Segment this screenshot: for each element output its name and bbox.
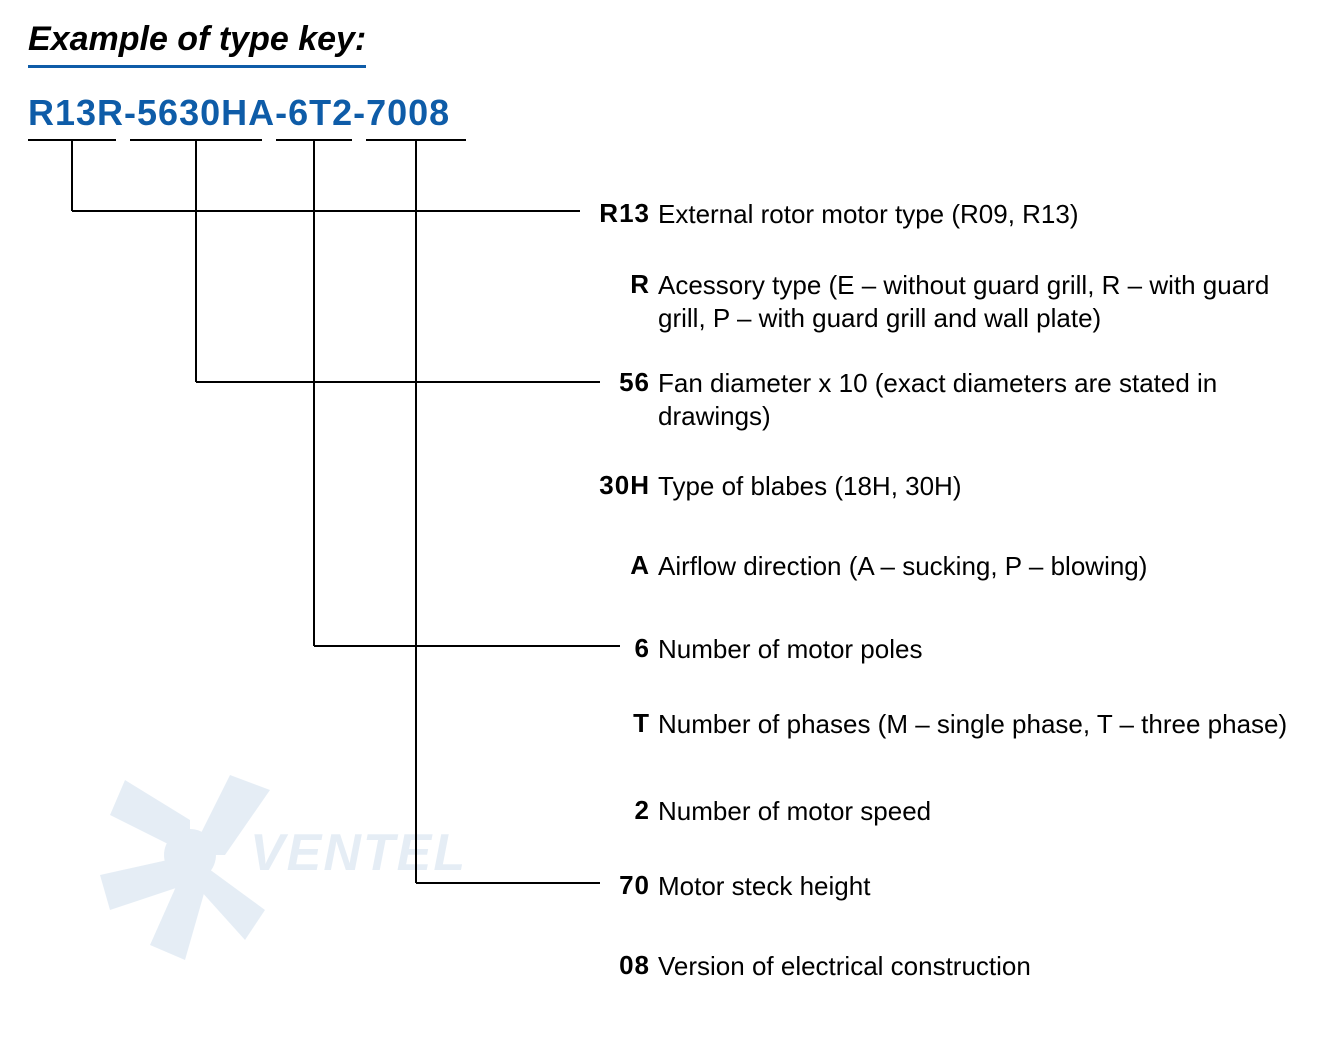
key-desc: Number of motor poles	[658, 633, 922, 666]
key-label: A	[588, 550, 650, 581]
key-label: 56	[588, 367, 650, 398]
key-desc: Motor steck height	[658, 870, 870, 903]
key-desc: External rotor motor type (R09, R13)	[658, 198, 1079, 231]
key-desc: Number of phases (M – single phase, T – …	[658, 708, 1287, 741]
key-desc: Version of electrical construction	[658, 950, 1031, 983]
key-desc: Airflow direction (A – sucking, P – blow…	[658, 550, 1147, 583]
key-label: R	[588, 269, 650, 300]
key-label: 08	[588, 950, 650, 981]
key-row-70: 70 Motor steck height	[588, 870, 870, 903]
key-row-6: 6 Number of motor poles	[588, 633, 922, 666]
key-label: 2	[588, 795, 650, 826]
key-row-2: 2 Number of motor speed	[588, 795, 931, 828]
key-row-a: A Airflow direction (A – sucking, P – bl…	[588, 550, 1147, 583]
key-label: 30H	[588, 470, 650, 501]
key-row-r: R Acessory type (E – without guard grill…	[588, 269, 1288, 334]
key-row-56: 56 Fan diameter x 10 (exact diameters ar…	[588, 367, 1288, 432]
key-label: T	[588, 708, 650, 739]
key-desc: Number of motor speed	[658, 795, 931, 828]
key-row-30h: 30H Type of blabes (18H, 30H)	[588, 470, 962, 503]
key-label: R13	[588, 198, 650, 229]
key-label: 70	[588, 870, 650, 901]
key-desc: Type of blabes (18H, 30H)	[658, 470, 962, 503]
watermark-text: VENTEL	[250, 824, 467, 882]
key-desc: Fan diameter x 10 (exact diameters are s…	[658, 367, 1288, 432]
watermark-logo: VENTEL	[70, 735, 470, 975]
key-row-t: T Number of phases (M – single phase, T …	[588, 708, 1287, 741]
key-label: 6	[588, 633, 650, 664]
key-row-r13: R13 External rotor motor type (R09, R13)	[588, 198, 1079, 231]
product-code: R13R-5630HA-6T2-7008	[28, 92, 450, 134]
key-row-08: 08 Version of electrical construction	[588, 950, 1031, 983]
page-title: Example of type key:	[28, 20, 366, 68]
key-desc: Acessory type (E – without guard grill, …	[658, 269, 1288, 334]
